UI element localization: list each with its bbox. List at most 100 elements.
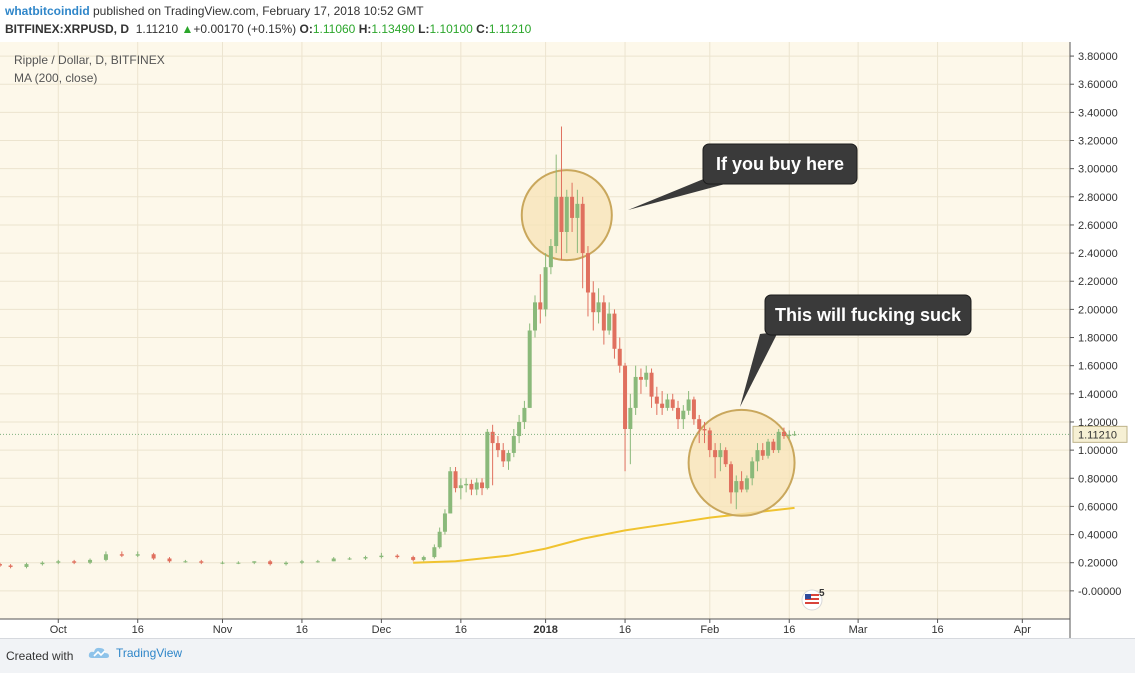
footer: Created with TradingView [0,638,1135,673]
candle-body [548,246,553,268]
candle-body [167,558,172,562]
price-tick-label: 0.80000 [1078,473,1118,485]
candle-body [771,441,776,451]
candle-body [379,555,384,558]
candle-body [554,196,559,247]
price-tick-label: -0.00000 [1078,586,1121,598]
candle-body [638,376,643,380]
candle-body [485,431,490,489]
candle-body [739,481,744,490]
time-tick-label: Dec [372,624,392,636]
candle-body [564,196,569,232]
ma200-line [413,506,795,564]
candle-body [24,564,29,567]
candle-body [88,559,93,563]
chart-area[interactable]: 1.11210 If you buy here This will fucking… [0,42,1135,638]
symbol-label: BITFINEX:XRPUSD, D [5,22,130,36]
low-label: L: [418,22,430,36]
candle-body [665,399,670,408]
tradingview-link[interactable]: TradingView [88,646,182,660]
up-arrow-icon: ▲ [181,22,194,36]
flag-count: 5 [819,588,825,599]
time-axis[interactable]: Oct 16 Nov 16 Dec 16 2018 16 Feb 16 Mar 16 Apr [0,618,1070,636]
candle-body [681,410,686,420]
candle-body [580,203,585,254]
price-axis-background [1070,42,1135,638]
time-tick-label: 16 [296,624,308,636]
callouts: If you buy here This will fucking suck [628,143,972,407]
publish-info: whatbitcoindid published on TradingView.… [5,4,424,18]
price-tick-label: 0.20000 [1078,558,1118,570]
price-axis[interactable]: 3.80000 3.60000 3.40000 3.20000 3.00000 2.800… [1069,42,1121,638]
candle-body [458,485,463,489]
candle-body [707,430,712,451]
price-tick-label: 1.60000 [1078,361,1118,373]
candle-body [585,253,590,293]
callout-text: If you buy here [716,154,844,174]
price-tick-label: 2.00000 [1078,304,1118,316]
candle-body [252,561,257,563]
price-tick-label: 2.40000 [1078,248,1118,260]
candle-body [442,513,447,532]
author-link[interactable]: whatbitcoindid [5,4,90,18]
flag-stripe [805,596,819,598]
candle-body [734,481,739,493]
candle-body [480,482,485,489]
candle-body [284,562,289,565]
callout-text: This will fucking suck [775,305,962,325]
last-price-tag-label: 1.11210 [1078,429,1117,441]
candle-body [617,348,622,366]
price-tick-label: 3.80000 [1078,51,1118,63]
candles [0,126,797,569]
candle-body [533,302,537,331]
price-tick-label: 3.00000 [1078,164,1118,176]
candle-body [676,407,681,420]
price-tick-label: 1.20000 [1078,417,1118,429]
low-value: 1.10100 [429,22,473,36]
candle-body [760,450,765,456]
time-tick-label: 16 [783,624,795,636]
candle-body [183,561,188,563]
candle-body [596,302,601,313]
tradingview-cloud-icon [88,647,109,658]
callout-box [702,143,858,185]
candle-body [119,554,124,556]
time-tick-label: 16 [931,624,943,636]
candle-body [363,557,368,559]
price-tick-label: 0.60000 [1078,501,1118,513]
candle-body [538,302,543,310]
price-chart[interactable]: 1.11210 If you buy here This will fucking… [0,42,1135,638]
candle-body [713,450,718,458]
callout-pointer [740,332,778,407]
flag-icon[interactable]: 5 [801,588,825,611]
price-tick-label: 1.40000 [1078,389,1118,401]
candle-body [601,302,606,331]
time-tick-label: Oct [50,624,67,636]
candle-body [670,399,675,408]
highlight-circles [520,169,796,517]
candle-body [527,330,532,408]
candle-body [559,196,564,232]
close-value: 1.11210 [488,22,532,36]
time-tick-label: Feb [700,624,719,636]
candle-body [792,434,797,436]
chart-title: Ripple / Dollar, D, BITFINEX [14,53,165,67]
close-label: C: [476,22,489,36]
candle-body [654,396,659,404]
candle-body [607,313,612,331]
publish-text: published on TradingView.com, February 1… [93,4,424,18]
ohlc-bar: BITFINEX:XRPUSD, D 1.11210 ▲+0.00170 (+0… [5,22,531,36]
time-tick-label: Apr [1014,624,1031,636]
callout-pointer [628,178,740,210]
candle-body [697,419,702,430]
price-tick-label: 3.60000 [1078,79,1118,91]
candle-body [411,557,416,560]
candle-body [56,561,61,563]
time-tick-label: 16 [455,624,467,636]
created-with-text: Created with [6,649,74,663]
candle-body [421,557,426,560]
candle-body [649,372,654,397]
candle-body [660,403,665,408]
candle-body [744,478,749,490]
candle-body [464,483,469,486]
